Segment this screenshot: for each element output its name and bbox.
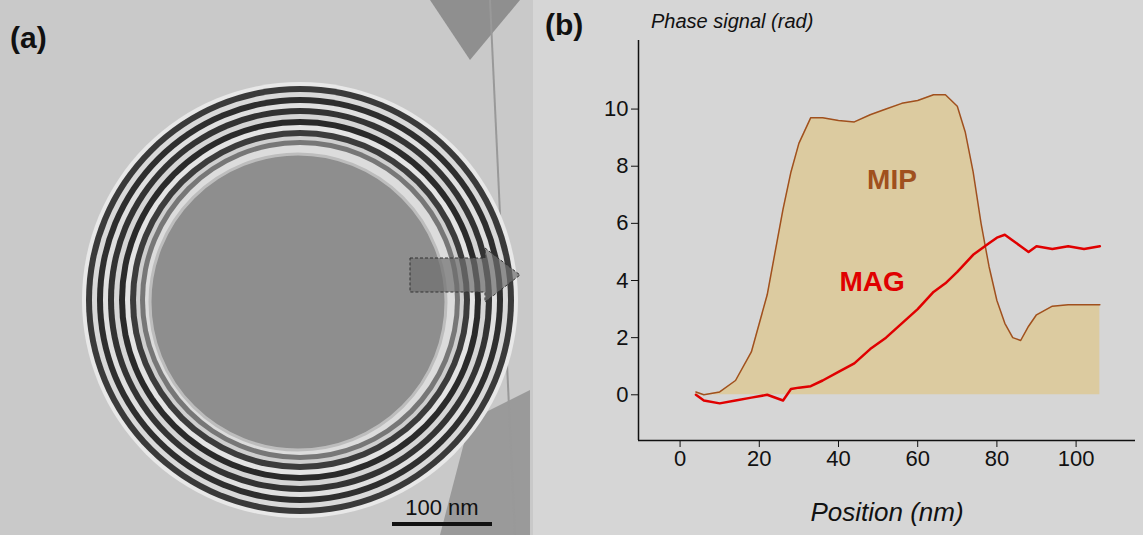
svg-text:80: 80 xyxy=(985,446,1009,471)
html-text:Phase signal (rad): Phase signal (rad) xyxy=(651,10,814,32)
svg-text:8: 8 xyxy=(616,153,628,178)
svg-text:0: 0 xyxy=(616,382,628,407)
svg-text:100 nm: 100 nm xyxy=(405,495,478,520)
svg-text:20: 20 xyxy=(747,446,771,471)
svg-text:4: 4 xyxy=(616,268,628,293)
svg-text:2: 2 xyxy=(616,325,628,350)
svg-text:MAG: MAG xyxy=(839,266,904,297)
svg-text:40: 40 xyxy=(826,446,850,471)
svg-text:(a): (a) xyxy=(10,21,47,54)
svg-text:6: 6 xyxy=(616,210,628,235)
svg-text:60: 60 xyxy=(905,446,929,471)
svg-text:100: 100 xyxy=(1058,446,1095,471)
html-text:(b): (b) xyxy=(545,8,584,41)
svg-text:Position (nm): Position (nm) xyxy=(810,497,963,527)
svg-text:0: 0 xyxy=(674,446,686,471)
svg-text:MIP: MIP xyxy=(867,164,917,195)
svg-text:10: 10 xyxy=(604,96,628,121)
